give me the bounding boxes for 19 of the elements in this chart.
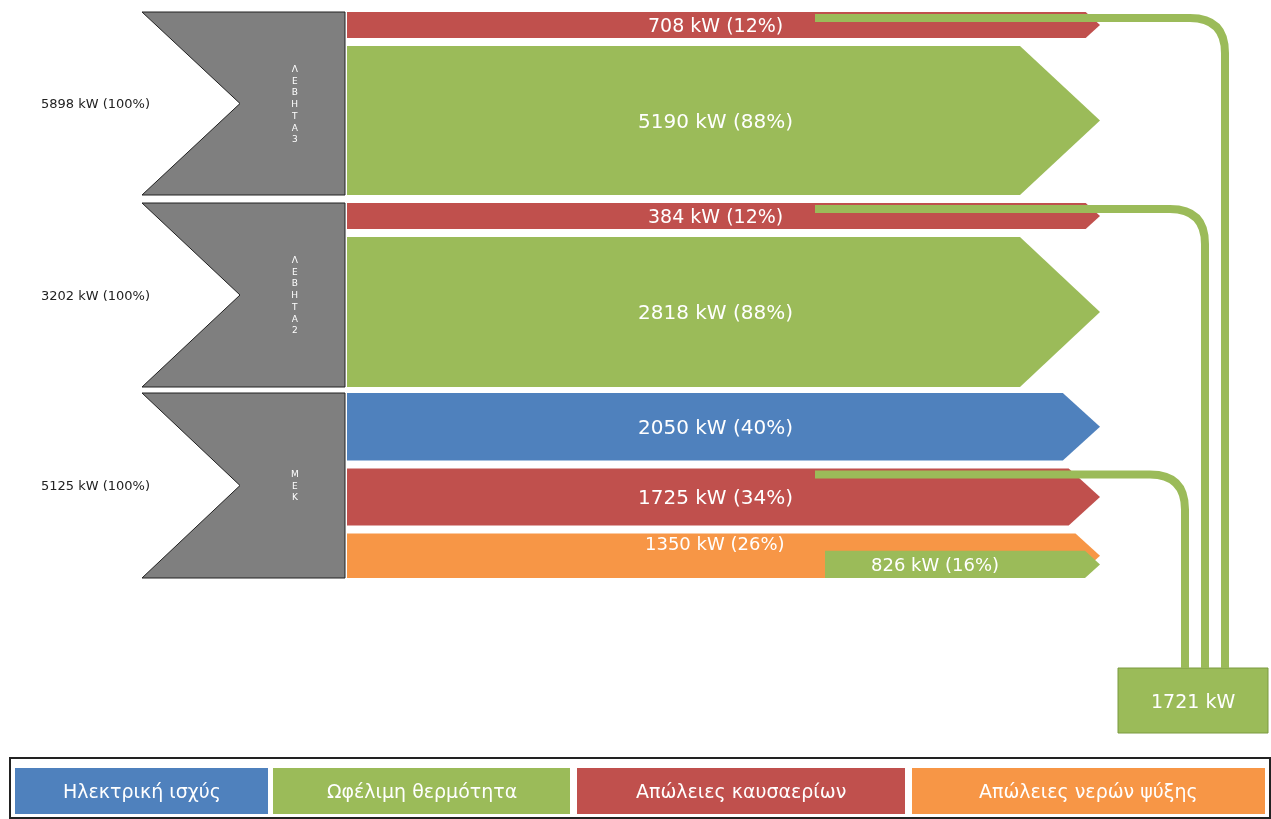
category-label: ΜΕΚ (291, 469, 299, 503)
data-label: 384 kW (12%) (648, 205, 784, 227)
data-label: 708 kW (12%) (648, 14, 784, 36)
category-label: ΛΕΒΗΤΑ2 (291, 255, 299, 336)
data-label: 826 kW (16%) (871, 554, 1000, 575)
data-label: 3202 kW (100%) (41, 288, 151, 303)
text: Ωφέλιμη θερμότητα (327, 780, 518, 802)
data-label: 1725 kW (34%) (638, 485, 794, 509)
data-label: 5898 kW (100%) (41, 96, 151, 111)
data-label: 5125 kW (100%) (41, 478, 151, 493)
text: Απώλειες καυσαερίων (636, 780, 847, 802)
text: 1721 kW (1151, 690, 1236, 712)
category-label: ΛΕΒΗΤΑ3 (291, 64, 299, 145)
data-label: 1350 kW (26%) (645, 533, 785, 554)
text: Ηλεκτρική ισχύς (63, 780, 221, 802)
data-label: 2050 kW (40%) (638, 415, 794, 439)
text: Απώλειες νερών ψύξης (979, 780, 1198, 802)
data-label: 2818 kW (88%) (638, 300, 794, 324)
data-label: 5190 kW (88%) (638, 109, 794, 133)
